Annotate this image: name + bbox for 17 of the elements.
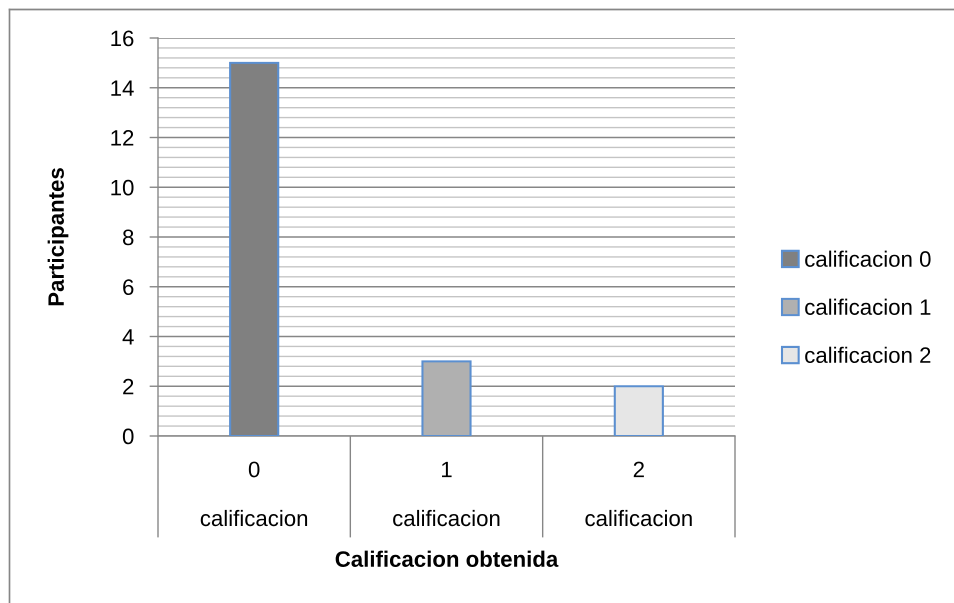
y-tick-label: 8 [122, 230, 134, 246]
category-label: 1 calificacion [393, 462, 500, 526]
legend-label: calificacion 0 [805, 250, 931, 267]
x-axis-title: Calificacion obtenida [336, 550, 558, 567]
y-tick-label: 4 [122, 329, 134, 345]
legend-label: calificacion 1 [805, 298, 930, 315]
category-label: 0 calificacion [200, 462, 308, 526]
category-label: 2 calificacion [585, 462, 692, 526]
y-tick-label: 16 [111, 30, 134, 46]
y-tick-label: 10 [111, 180, 134, 196]
y-tick-label: 6 [123, 279, 134, 296]
y-axis-title: Participantes [48, 168, 68, 306]
y-tick-label: 2 [123, 378, 134, 394]
y-tick-label: 12 [111, 130, 134, 146]
y-tick-label: 14 [111, 80, 134, 96]
y-tick-label: 0 [122, 428, 134, 444]
legend-label: calificacion 2 [805, 346, 930, 364]
